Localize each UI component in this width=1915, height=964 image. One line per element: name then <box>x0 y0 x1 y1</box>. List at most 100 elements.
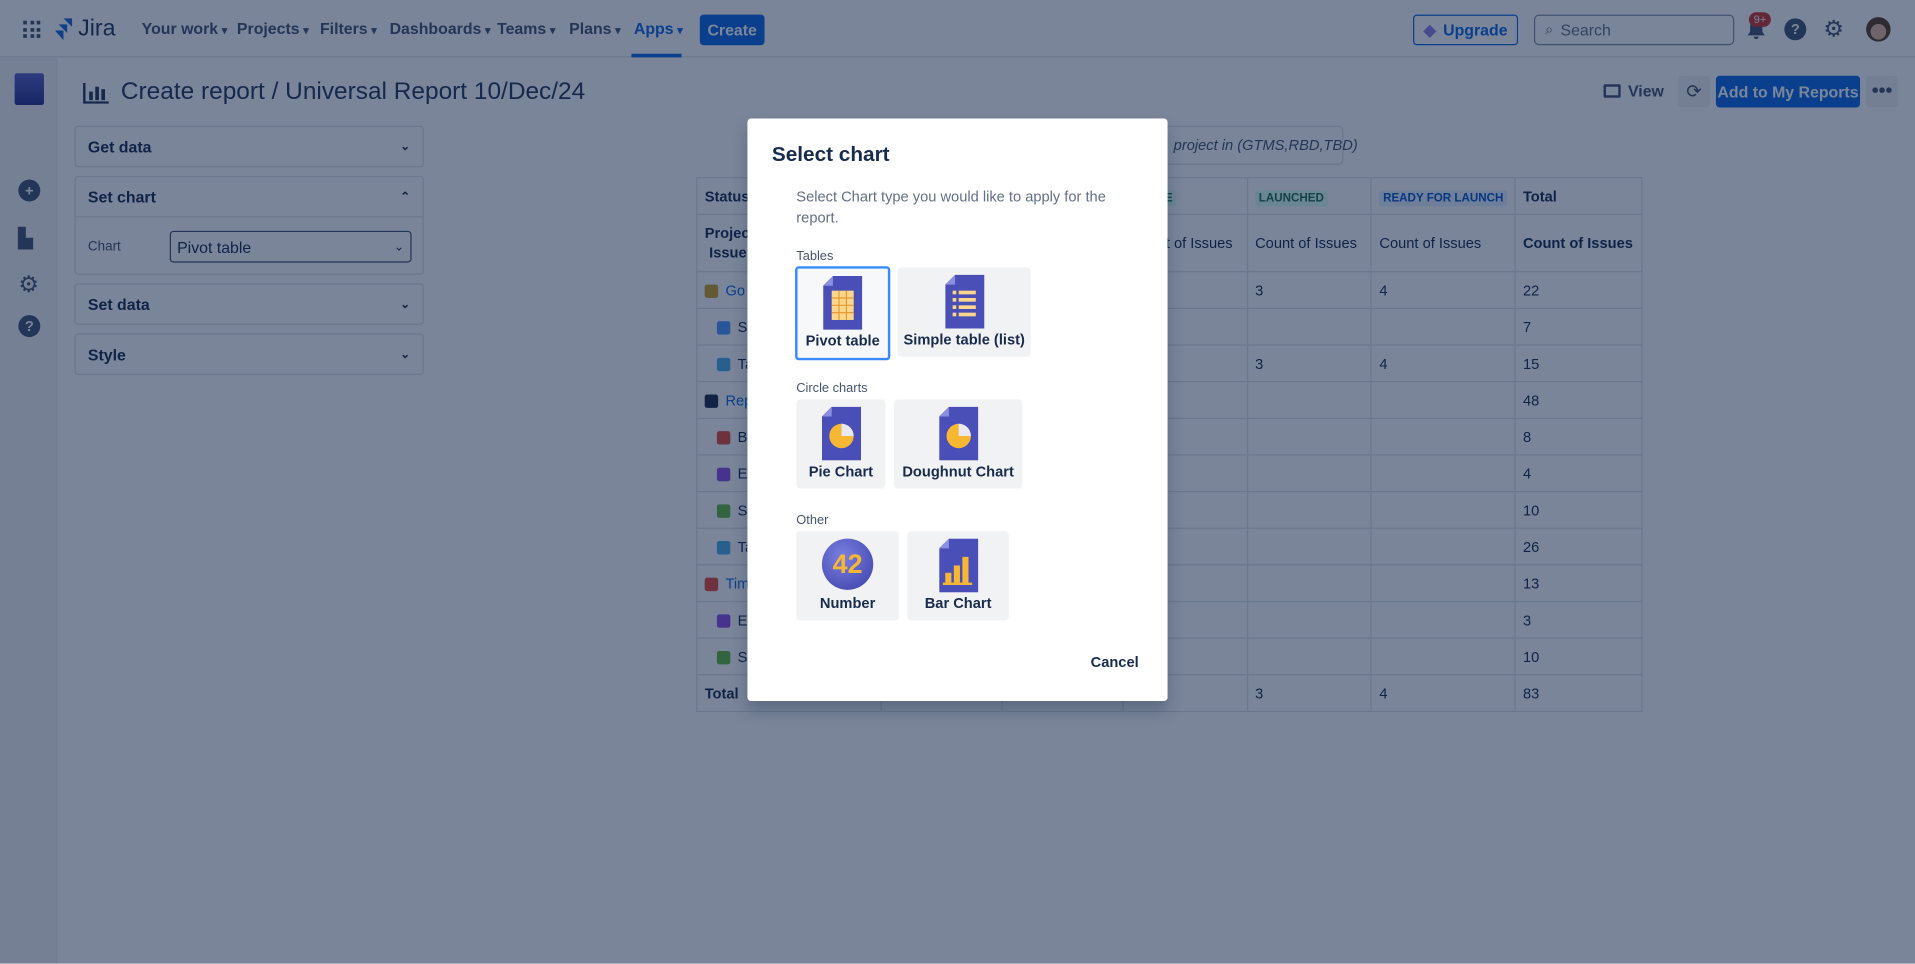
style-panel[interactable]: Style ⌄ <box>74 333 424 375</box>
select-chart-dialog: Select chart Select Chart type you would… <box>747 118 1168 702</box>
ready-count <box>1370 454 1516 493</box>
total-launched: 3 <box>1246 674 1373 713</box>
gem-icon: ◆ <box>1423 20 1436 39</box>
nav-teams[interactable]: Teams ▾ <box>497 19 556 38</box>
chart-option-doughnut-chart[interactable]: Doughnut Chart <box>893 399 1023 489</box>
chart-option-simple-table[interactable]: Simple table (list) <box>897 267 1031 357</box>
project-avatar-icon <box>704 284 719 298</box>
total-count: 8 <box>1514 417 1643 456</box>
launched-lozenge: LAUNCHED <box>1255 189 1328 206</box>
measure-header: Count of Issues <box>1514 213 1643 273</box>
doughnut-chart-icon <box>938 406 978 461</box>
refresh-button[interactable]: ⟳ <box>1678 75 1710 108</box>
search-icon: ⌕ <box>1544 20 1554 38</box>
launched-count <box>1246 527 1373 566</box>
launched-count <box>1246 307 1373 346</box>
chart-option-pivot-table[interactable]: Pivot table <box>795 266 891 361</box>
ready-count <box>1370 600 1516 639</box>
reports-chart-icon[interactable]: ▙ <box>18 228 33 250</box>
nav-dashboards[interactable]: Dashboards ▾ <box>389 19 491 38</box>
ready-count <box>1370 381 1516 419</box>
app-logo-icon[interactable] <box>14 73 44 106</box>
chart-option-bar-chart[interactable]: Bar Chart <box>907 531 1009 621</box>
user-avatar[interactable] <box>1866 17 1891 42</box>
search-input[interactable]: ⌕ Search <box>1533 14 1735 46</box>
launched-count <box>1246 381 1373 419</box>
create-button[interactable]: Create <box>699 14 765 46</box>
chevron-down-icon: ⌄ <box>394 239 405 254</box>
project-avatar-icon <box>704 394 719 408</box>
nav-plans[interactable]: Plans ▾ <box>569 19 621 38</box>
notification-badge: 9+ <box>1748 12 1772 27</box>
launched-count <box>1246 417 1373 456</box>
more-options-button[interactable]: ••• <box>1866 75 1898 108</box>
bar-chart-icon <box>83 82 109 104</box>
top-navigation: Jira Your work ▾ Projects ▾ Filters ▾ Dashb… <box>0 0 1915 58</box>
total-count: 22 <box>1514 271 1643 309</box>
section-tables-label: Tables <box>796 249 834 264</box>
total-ready: 4 <box>1370 674 1516 713</box>
app-switcher-icon[interactable] <box>23 20 41 38</box>
total-count: 4 <box>1514 454 1643 493</box>
nav-filters[interactable]: Filters ▾ <box>319 19 377 38</box>
page-title: Create report / Universal Report 10/Dec/… <box>83 78 585 106</box>
ready-for-launch-lozenge: READY FOR LAUNCH <box>1379 189 1508 206</box>
chart-label: Chart <box>87 239 121 255</box>
nav-projects[interactable]: Projects ▾ <box>236 19 309 38</box>
total-count: 10 <box>1514 490 1643 529</box>
measure-header: Count of Issues <box>1246 213 1373 273</box>
chart-option-pie-chart[interactable]: Pie Chart <box>796 399 886 489</box>
measure-header: Count of Issues <box>1370 213 1516 273</box>
project-issue-header: Project Issue <box>704 224 755 262</box>
total-count: 13 <box>1514 564 1643 603</box>
upgrade-button[interactable]: ◆ Upgrade <box>1413 14 1519 46</box>
set-data-panel[interactable]: Set data ⌄ <box>74 283 424 325</box>
chart-type-select[interactable]: Pivot table ⌄ <box>169 230 412 263</box>
launched-count <box>1246 454 1373 493</box>
project-avatar-icon <box>704 577 719 591</box>
grand-total: 83 <box>1514 674 1643 713</box>
chevron-down-icon: ⌄ <box>400 140 411 154</box>
pivot-table-icon <box>823 276 863 330</box>
total-count: 15 <box>1514 344 1643 383</box>
page-title-text: Create report / Universal Report 10/Dec/… <box>120 78 586 106</box>
jira-logo[interactable]: Jira <box>54 16 116 43</box>
launched-count: 3 <box>1246 344 1373 383</box>
add-to-my-reports-button[interactable]: Add to My Reports <box>1715 75 1861 108</box>
chevron-up-icon: ⌃ <box>400 189 411 204</box>
view-button[interactable]: View <box>1603 82 1664 100</box>
issue-type-icon <box>716 540 731 555</box>
jira-logo-icon <box>54 18 73 41</box>
issue-type-icon <box>716 430 731 445</box>
settings-gear-icon[interactable]: ⚙ <box>1823 17 1845 43</box>
set-chart-header[interactable]: Set chart ⌃ <box>75 177 423 218</box>
nav-apps[interactable]: Apps ▾ <box>633 19 683 38</box>
help-icon[interactable]: ? <box>18 315 41 338</box>
chart-option-number[interactable]: 42 Number <box>796 531 899 621</box>
dialog-description: Select Chart type you would like to appl… <box>796 188 1106 226</box>
number-icon: 42 <box>821 538 874 590</box>
settings-icon[interactable]: ⚙ <box>18 272 40 298</box>
get-data-panel[interactable]: Get data ⌄ <box>74 125 424 168</box>
section-other-label: Other <box>796 512 829 528</box>
active-tab-indicator <box>631 53 682 58</box>
add-icon[interactable]: + <box>18 179 41 202</box>
set-chart-panel: Set chart ⌃ Chart Pivot table ⌄ <box>74 175 424 275</box>
product-name: Jira <box>78 15 116 42</box>
ready-count <box>1370 490 1516 529</box>
ready-count: 4 <box>1370 271 1516 309</box>
issue-type-icon <box>716 467 731 481</box>
ready-count <box>1370 637 1516 676</box>
ready-count <box>1370 527 1516 566</box>
issue-type-icon <box>716 614 731 628</box>
issue-type-icon <box>716 357 731 372</box>
help-icon[interactable]: ? <box>1784 18 1807 41</box>
monitor-icon <box>1603 84 1621 98</box>
nav-your-work[interactable]: Your work ▾ <box>141 19 228 38</box>
ready-count <box>1370 307 1516 346</box>
total-count: 3 <box>1514 600 1643 639</box>
dialog-title: Select chart <box>771 142 890 167</box>
pie-chart-icon <box>821 406 861 461</box>
cancel-button[interactable]: Cancel <box>1090 653 1139 671</box>
section-circle-charts-label: Circle charts <box>796 381 868 396</box>
